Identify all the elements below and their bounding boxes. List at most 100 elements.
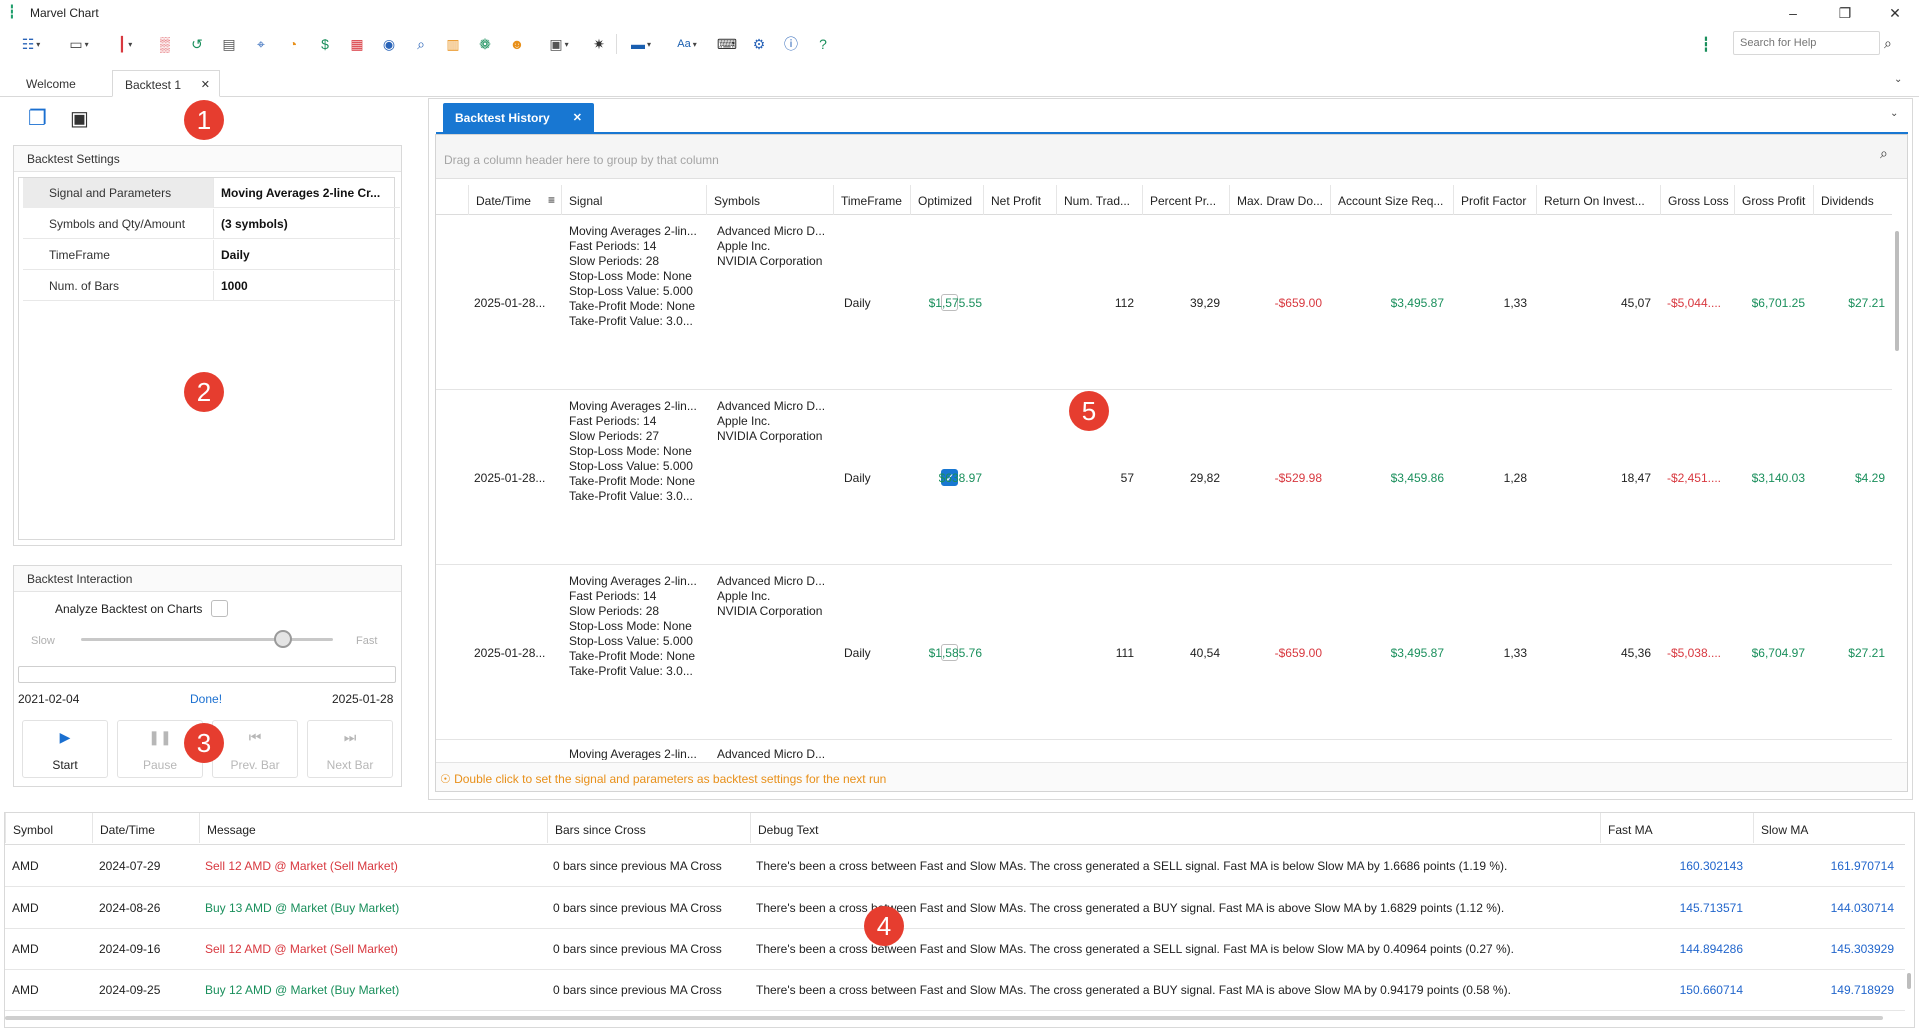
start-button[interactable]: ▶ Start — [22, 720, 108, 778]
col-symbols[interactable]: Symbols — [706, 185, 833, 215]
property-name: TimeFrame — [23, 240, 214, 270]
minimize-button[interactable]: – — [1789, 5, 1797, 21]
table-row[interactable]: 2025-01-28... Moving Averages 2-lin... F… — [436, 566, 1892, 740]
property-value[interactable]: Daily — [221, 248, 250, 262]
log-row[interactable]: AMD 2024-09-25 Buy 12 AMD @ Market (Buy … — [5, 970, 1905, 1011]
strategy-icon[interactable]: ❁ — [479, 35, 491, 52]
table-icon[interactable]: ▥ — [446, 35, 460, 52]
backtest-history-tab-label: Backtest History — [455, 111, 550, 125]
col-account-size[interactable]: Account Size Req... — [1330, 185, 1453, 215]
group-by-panel[interactable]: Drag a column header here to group by th… — [436, 135, 1907, 179]
info-icon[interactable]: ⓘ — [784, 36, 798, 52]
filter-icon[interactable]: ≡ — [547, 193, 555, 207]
col-fast-ma[interactable]: Fast MA — [1600, 813, 1753, 843]
tab-backtest-1[interactable]: Backtest 1 ✕ — [112, 70, 220, 97]
log-row[interactable]: AMD 2024-07-29 Sell 12 AMD @ Market (Sel… — [5, 846, 1905, 887]
bug-icon[interactable]: ✷ — [593, 35, 605, 52]
tip-label: Double click to set the signal and param… — [454, 772, 887, 786]
col-bars-since-cross[interactable]: Bars since Cross — [547, 813, 750, 843]
property-name: Num. of Bars — [23, 271, 214, 301]
log-row[interactable]: AMD 2024-09-16 Sell 12 AMD @ Market (Sel… — [5, 929, 1905, 970]
next-bar-button[interactable]: ⏭ Next Bar — [307, 720, 393, 778]
col-profit-factor[interactable]: Profit Factor — [1453, 185, 1536, 215]
speed-slider-track[interactable] — [81, 638, 333, 641]
col-max-drawdown[interactable]: Max. Draw Do... — [1229, 185, 1330, 215]
scanner-icon[interactable]: ⌕ — [417, 35, 425, 52]
globe-icon[interactable]: ◉ — [382, 35, 396, 52]
tab-welcome[interactable]: Welcome — [26, 77, 76, 91]
keyboard-icon[interactable]: ⌨ — [716, 35, 738, 52]
save-icon[interactable]: ▣ — [70, 108, 89, 130]
property-value[interactable]: Moving Averages 2-line Cr... — [221, 186, 381, 200]
close-tab-icon[interactable]: ✕ — [200, 79, 210, 91]
table-row[interactable]: Moving Averages 2-lin... Advanced Micro … — [436, 741, 1892, 760]
pie-chart-icon[interactable]: ◔ — [288, 36, 298, 52]
chevron-down-icon[interactable]: ⌄ — [1894, 74, 1903, 85]
history-icon[interactable]: ↺ — [191, 35, 203, 52]
gear-icon[interactable]: ⚙ — [752, 35, 766, 52]
table-row[interactable]: 2025-01-28... Moving Averages 2-lin... F… — [436, 216, 1892, 390]
col-log-date-time[interactable]: Date/Time — [92, 813, 199, 843]
col-gross-profit[interactable]: Gross Profit — [1734, 185, 1813, 215]
log-row[interactable]: AMD 2024-08-26 Buy 13 AMD @ Market (Buy … — [5, 888, 1905, 929]
row-signal: Moving Averages 2-lin... Fast Periods: 1… — [569, 399, 697, 504]
col-net-profit[interactable]: Net Profit — [983, 185, 1056, 215]
col-percent-profitable[interactable]: Percent Pr... — [1142, 185, 1229, 215]
monitor-menu-icon[interactable]: ▭ ▾ — [69, 35, 89, 52]
open-folder-icon[interactable]: ❐ — [28, 107, 47, 130]
property-timeframe[interactable]: TimeFrame Daily — [23, 240, 400, 270]
help-icon[interactable]: ? — [819, 36, 827, 52]
tab-backtest-history[interactable]: Backtest History ✕ — [443, 103, 594, 133]
col-slow-ma[interactable]: Slow MA — [1753, 813, 1905, 843]
candlestick-menu-icon[interactable]: ┃ ▾ — [117, 35, 133, 52]
dollar-icon[interactable]: $ — [321, 36, 329, 52]
grid-vertical-scrollbar[interactable] — [1895, 231, 1899, 351]
col-debug-text[interactable]: Debug Text — [750, 813, 1600, 843]
workspace-menu-icon[interactable]: ☷ ▾ — [21, 35, 41, 52]
table-row[interactable]: 2025-01-28... Moving Averages 2-lin... F… — [436, 391, 1892, 565]
property-value[interactable]: 1000 — [221, 279, 248, 293]
property-num-of-bars[interactable]: Num. of Bars 1000 — [23, 271, 400, 301]
property-symbols-and-qty[interactable]: Symbols and Qty/Amount (3 symbols) — [23, 209, 400, 239]
signal-line: Fast Periods: 14 — [569, 589, 657, 603]
col-date-time[interactable]: Date/Time ≡ — [468, 185, 561, 215]
close-window-button[interactable]: ✕ — [1889, 5, 1901, 21]
col-optimized[interactable]: Optimized — [910, 185, 983, 215]
col-dividends[interactable]: Dividends — [1813, 185, 1892, 215]
search-icon[interactable]: ⌕ — [1884, 35, 1892, 51]
speed-slider-thumb[interactable] — [273, 630, 292, 648]
col-num-trades[interactable]: Num. Trad... — [1056, 185, 1142, 215]
layout-menu-icon[interactable]: ▣ ▾ — [549, 35, 569, 52]
col-signal[interactable]: Signal — [561, 185, 706, 215]
col-symbol[interactable]: Symbol — [5, 813, 92, 843]
col-message[interactable]: Message — [199, 813, 547, 843]
col-gross-loss[interactable]: Gross Loss — [1660, 185, 1734, 215]
font-size-menu-icon[interactable]: Aa ▾ — [677, 38, 697, 50]
crosshair-icon[interactable]: ⌖ — [257, 35, 265, 52]
log-vertical-scrollbar[interactable] — [1907, 973, 1911, 989]
prev-bar-button[interactable]: ⏮ Prev. Bar — [212, 720, 298, 778]
log-horizontal-scrollbar[interactable] — [5, 1016, 1883, 1020]
row-optimized-checkbox[interactable]: ✓ — [941, 469, 958, 486]
search-help-input[interactable] — [1733, 31, 1880, 55]
property-signal-and-parameters[interactable]: Signal and Parameters Moving Averages 2-… — [23, 178, 400, 208]
theme-color-menu-icon[interactable]: ▬ ▾ — [630, 36, 651, 52]
restore-button[interactable]: ❐ — [1838, 5, 1852, 21]
property-value[interactable]: (3 symbols) — [221, 217, 288, 231]
col-timeframe[interactable]: TimeFrame — [833, 185, 910, 215]
document-icon[interactable]: ▤ — [222, 35, 236, 52]
analyze-backtest-checkbox[interactable] — [211, 600, 228, 617]
grid-search-icon[interactable]: ⌕ — [1880, 145, 1888, 161]
close-history-tab-icon[interactable]: ✕ — [572, 112, 582, 124]
pane-chevron-down-icon[interactable]: ⌄ — [1890, 108, 1899, 119]
bar-chart-icon[interactable]: ▒ — [160, 36, 170, 52]
status-label: Done! — [190, 692, 223, 706]
row-optimized-checkbox[interactable] — [941, 644, 958, 661]
row-symbols: Advanced Micro D... Apple Inc. NVIDIA Co… — [717, 574, 825, 619]
row-account-size: $3,495.87 — [1390, 646, 1444, 660]
col-return-on-investment[interactable]: Return On Invest... — [1536, 185, 1660, 215]
row-optimized-checkbox[interactable] — [941, 294, 958, 311]
user-settings-icon[interactable]: ☻ — [509, 36, 525, 52]
start-date-label: 2021-02-04 — [18, 692, 80, 706]
calendar-icon[interactable]: ▦ — [350, 35, 364, 52]
